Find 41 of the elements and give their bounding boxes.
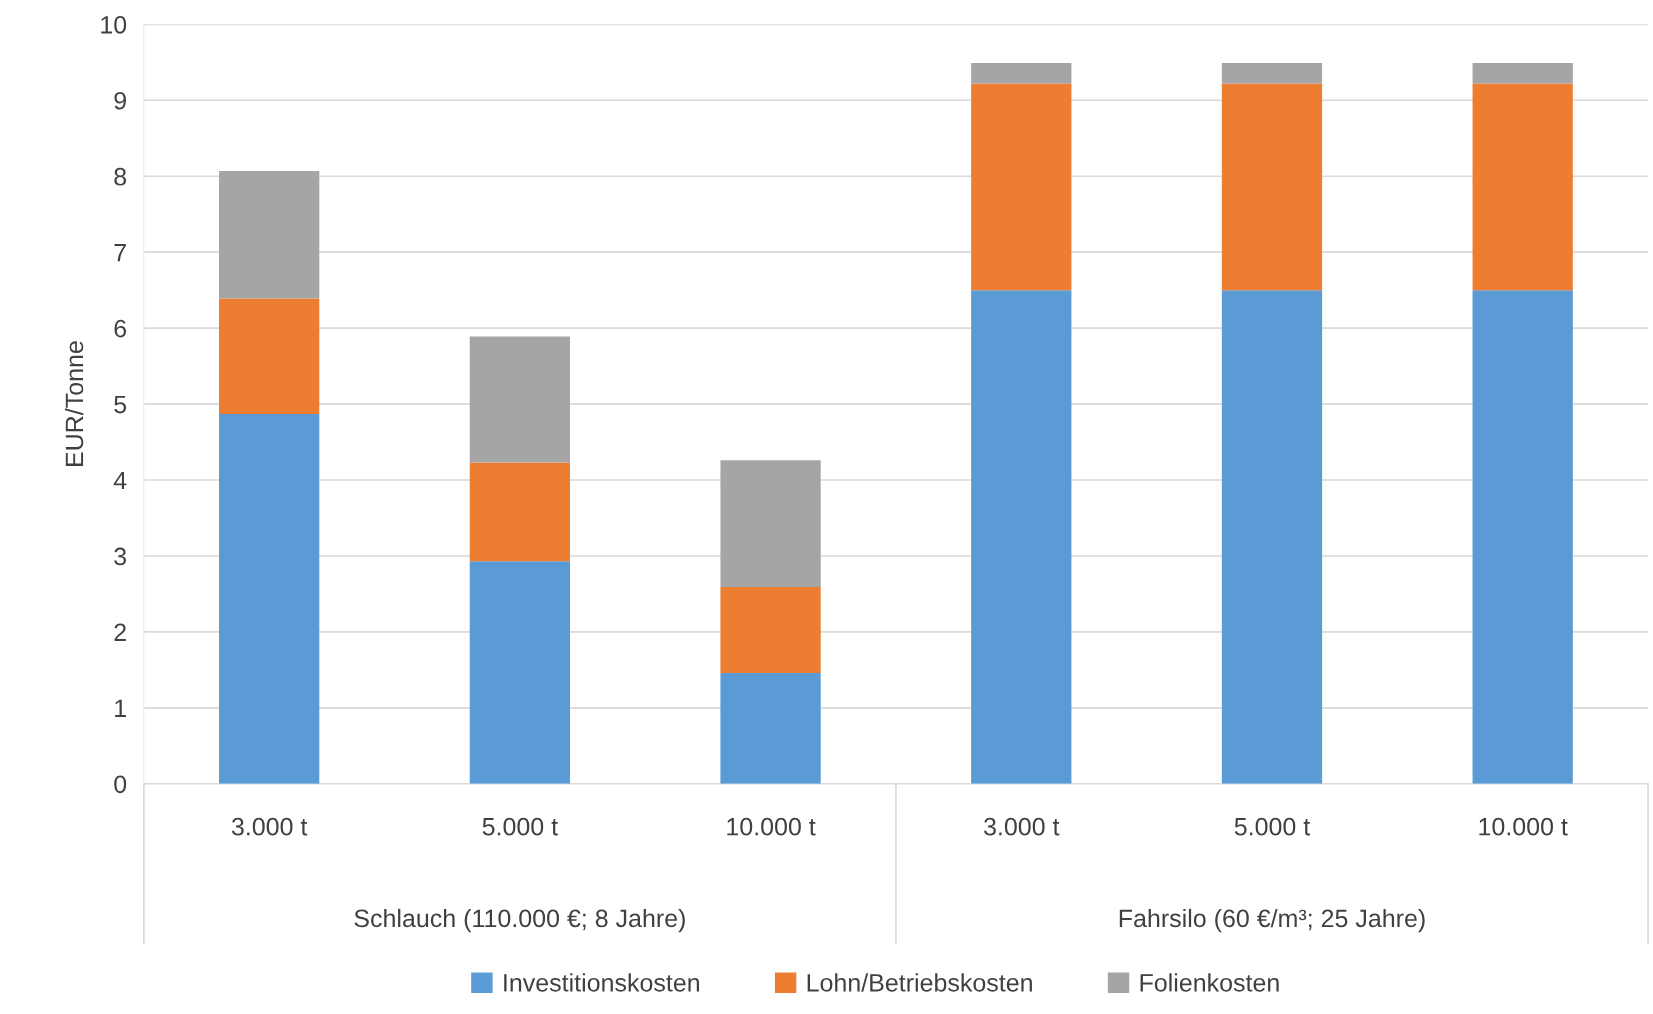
x-tick-label: 5.000 t bbox=[482, 817, 558, 836]
bar bbox=[971, 290, 1072, 784]
bar bbox=[720, 460, 821, 588]
y-tick-label: 7 bbox=[114, 244, 126, 262]
y-tick-label: 3 bbox=[114, 547, 127, 566]
text: Fahrsilo (60 €/m³; 25 Jahre) bbox=[1119, 908, 1425, 933]
y-tick-label: 5 bbox=[114, 395, 127, 414]
bar bbox=[1472, 83, 1573, 291]
bar bbox=[1221, 63, 1323, 84]
bar bbox=[219, 170, 320, 299]
y-tick-label: 0 bbox=[114, 775, 127, 794]
bar bbox=[720, 672, 821, 784]
x-tick-label: 10.000 t bbox=[1479, 817, 1568, 836]
legend-label: Lohn/Betriebskosten bbox=[807, 973, 1032, 992]
bar bbox=[1472, 63, 1573, 84]
x-tick-label: 3.000 t bbox=[231, 817, 308, 836]
y-tick-label: 8 bbox=[114, 167, 127, 186]
bar bbox=[1221, 290, 1323, 784]
bar bbox=[469, 336, 571, 463]
x-tick-label: 3.000 t bbox=[984, 817, 1060, 836]
bar bbox=[971, 63, 1072, 84]
y-tick-label: 10 bbox=[101, 15, 127, 34]
y-tick-label: 9 bbox=[114, 91, 126, 110]
y-tick-label: 2 bbox=[114, 623, 126, 641]
legend-label: Investitionskosten bbox=[504, 973, 700, 992]
x-tick-label: 5.000 t bbox=[1234, 817, 1311, 836]
y-tick-label: 6 bbox=[114, 319, 127, 338]
y-axis-title: EUR/Tonne bbox=[64, 341, 84, 466]
bar bbox=[219, 298, 320, 414]
bar bbox=[469, 462, 571, 562]
bar bbox=[1221, 83, 1323, 291]
x-tick-label: 10.000 t bbox=[727, 817, 816, 836]
bar bbox=[720, 587, 821, 673]
bar bbox=[219, 413, 320, 784]
bar bbox=[971, 83, 1072, 291]
y-tick-label: 1 bbox=[115, 699, 126, 717]
legend-label: Folienkosten bbox=[1140, 973, 1279, 992]
text: Schlauch (110.000 €; 8 Jahre) bbox=[354, 908, 685, 933]
y-tick-label: 4 bbox=[113, 471, 127, 490]
bar bbox=[1472, 290, 1573, 784]
bar bbox=[469, 561, 571, 784]
